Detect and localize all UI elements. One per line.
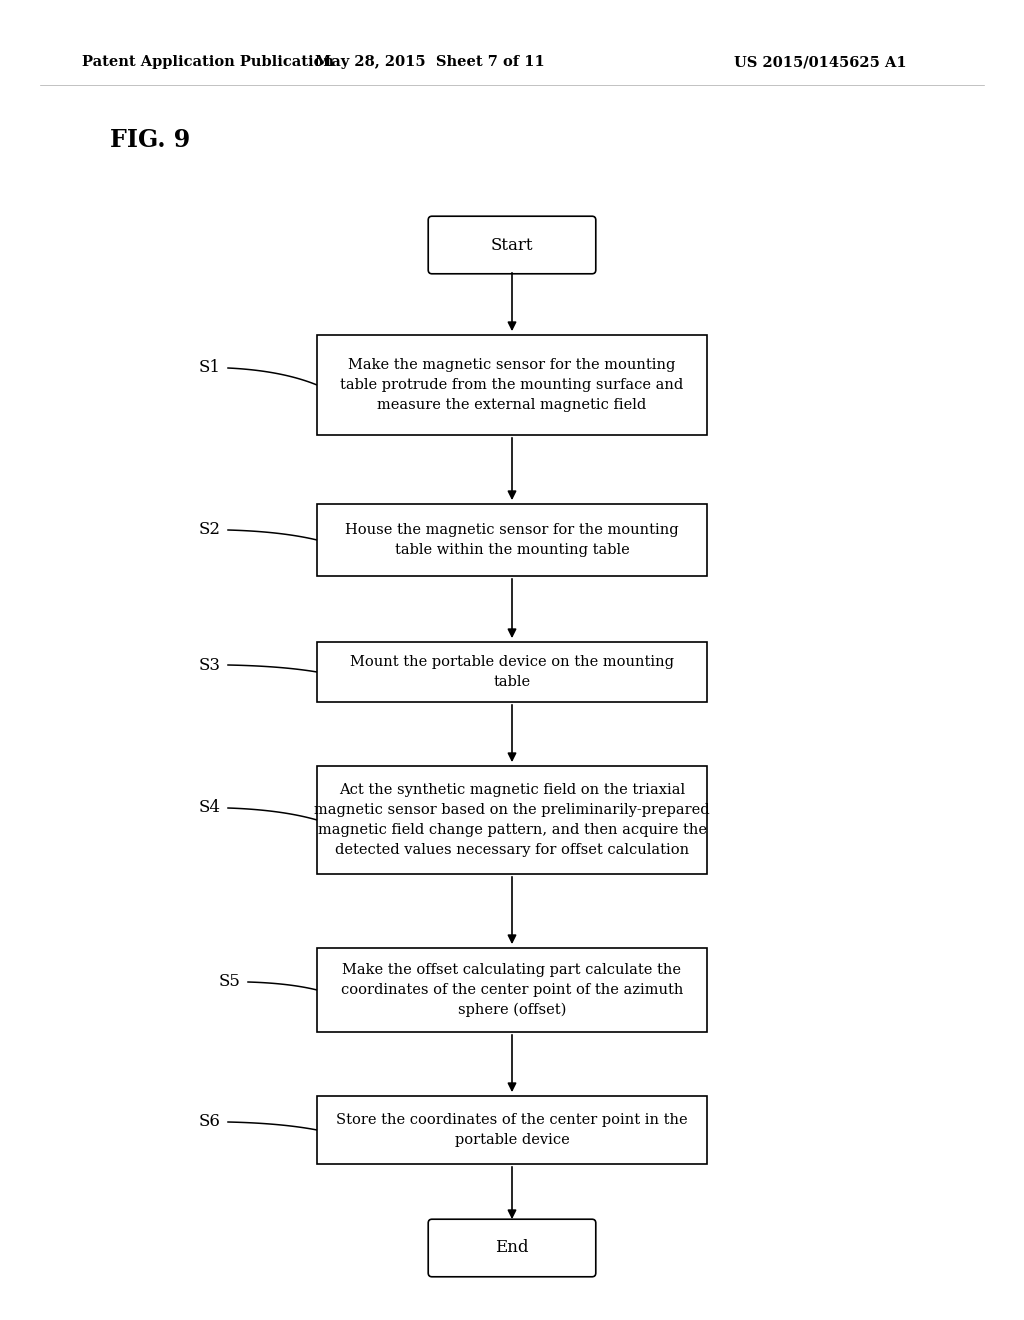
Text: Make the offset calculating part calculate the
coordinates of the center point o: Make the offset calculating part calcula… <box>341 962 683 1018</box>
Text: May 28, 2015  Sheet 7 of 11: May 28, 2015 Sheet 7 of 11 <box>315 55 545 69</box>
FancyBboxPatch shape <box>428 1220 596 1276</box>
Text: S4: S4 <box>199 800 221 817</box>
Bar <box>317 1096 707 1164</box>
Text: End: End <box>496 1239 528 1257</box>
Bar <box>317 504 707 576</box>
Bar <box>317 948 707 1032</box>
Text: Patent Application Publication: Patent Application Publication <box>82 55 334 69</box>
Text: S3: S3 <box>199 656 221 673</box>
Text: House the magnetic sensor for the mounting
table within the mounting table: House the magnetic sensor for the mounti… <box>345 523 679 557</box>
Text: Mount the portable device on the mounting
table: Mount the portable device on the mountin… <box>350 655 674 689</box>
Text: S2: S2 <box>199 521 221 539</box>
Text: Store the coordinates of the center point in the
portable device: Store the coordinates of the center poin… <box>336 1113 688 1147</box>
FancyBboxPatch shape <box>428 216 596 273</box>
Bar <box>317 766 707 874</box>
Text: FIG. 9: FIG. 9 <box>110 128 190 152</box>
Text: S1: S1 <box>199 359 221 376</box>
Text: Act the synthetic magnetic field on the triaxial
magnetic sensor based on the pr: Act the synthetic magnetic field on the … <box>314 783 710 857</box>
Text: S5: S5 <box>219 974 241 990</box>
Text: Make the magnetic sensor for the mounting
table protrude from the mounting surfa: Make the magnetic sensor for the mountin… <box>340 358 684 412</box>
Text: US 2015/0145625 A1: US 2015/0145625 A1 <box>733 55 906 69</box>
Bar <box>317 642 707 702</box>
Text: S6: S6 <box>199 1114 221 1130</box>
Text: Start: Start <box>490 236 534 253</box>
Bar <box>317 335 707 436</box>
